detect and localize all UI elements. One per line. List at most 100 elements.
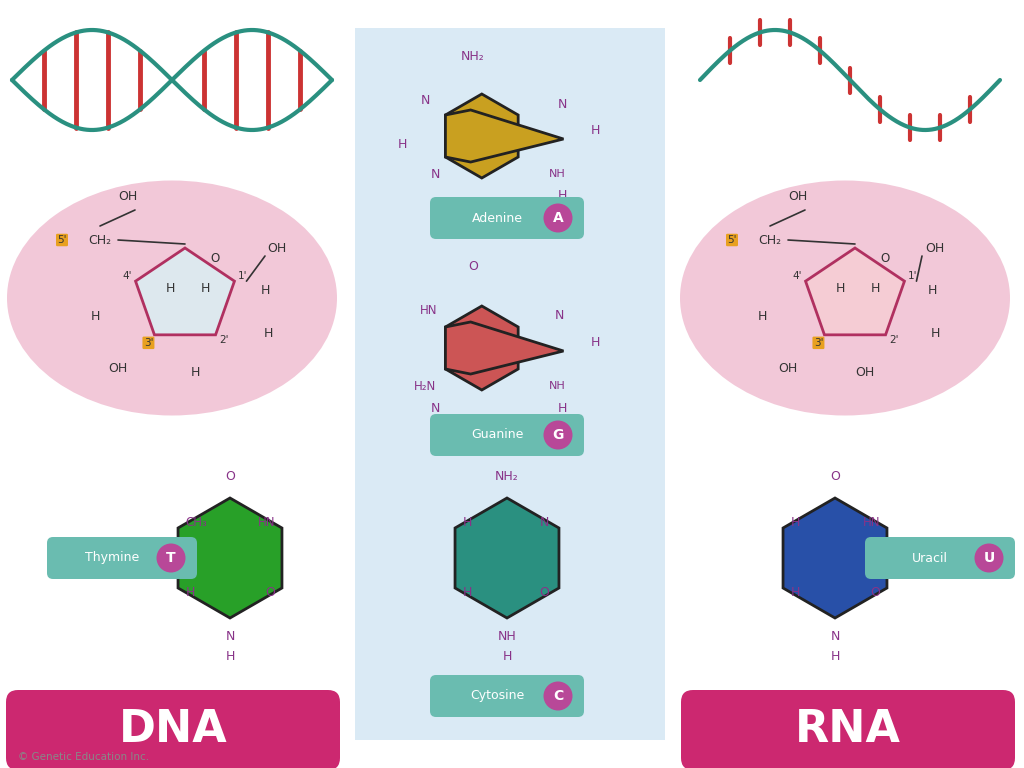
- Text: N: N: [225, 630, 234, 643]
- Text: OH: OH: [855, 366, 874, 379]
- Ellipse shape: [680, 180, 1010, 415]
- Circle shape: [544, 204, 572, 233]
- Text: H: H: [830, 650, 840, 663]
- Text: H: H: [870, 282, 880, 294]
- Text: H: H: [463, 587, 472, 600]
- Text: NH: NH: [549, 381, 565, 391]
- Text: DNA: DNA: [119, 709, 227, 752]
- Text: 2': 2': [219, 335, 228, 345]
- Text: N: N: [430, 167, 439, 180]
- Text: H: H: [928, 283, 937, 296]
- Text: H: H: [463, 517, 472, 529]
- Circle shape: [975, 544, 1004, 572]
- Text: OH: OH: [119, 190, 137, 203]
- Text: CH₂: CH₂: [88, 233, 112, 247]
- Polygon shape: [806, 248, 904, 335]
- Text: H: H: [590, 124, 600, 137]
- Text: OH: OH: [788, 190, 808, 203]
- Text: H: H: [201, 282, 210, 294]
- Text: 4': 4': [793, 271, 802, 281]
- Text: H: H: [190, 366, 200, 379]
- Circle shape: [544, 421, 572, 449]
- Text: 1': 1': [238, 271, 247, 281]
- Text: H: H: [165, 282, 175, 294]
- Text: H: H: [90, 310, 99, 323]
- Text: O: O: [265, 587, 274, 600]
- Text: H: H: [758, 310, 767, 323]
- Ellipse shape: [7, 180, 337, 415]
- Text: N: N: [557, 98, 566, 111]
- FancyBboxPatch shape: [430, 675, 584, 717]
- Text: H: H: [557, 402, 566, 415]
- FancyBboxPatch shape: [430, 197, 584, 239]
- Text: HN: HN: [863, 517, 881, 529]
- Polygon shape: [445, 94, 518, 178]
- Text: H: H: [791, 587, 800, 600]
- Text: H: H: [397, 137, 407, 151]
- Text: O: O: [539, 587, 549, 600]
- Text: OH: OH: [267, 241, 287, 254]
- Text: N: N: [830, 630, 840, 643]
- Text: NH: NH: [498, 630, 516, 643]
- Circle shape: [157, 544, 185, 572]
- Text: OH: OH: [926, 241, 944, 254]
- Text: H: H: [931, 326, 940, 339]
- Text: T: T: [166, 551, 176, 565]
- Text: O: O: [210, 252, 219, 265]
- Text: Thymine: Thymine: [85, 551, 139, 564]
- Text: 3': 3': [143, 338, 154, 348]
- Polygon shape: [455, 498, 559, 618]
- Text: N: N: [420, 94, 430, 108]
- Text: Cytosine: Cytosine: [470, 690, 524, 703]
- Text: G: G: [552, 428, 563, 442]
- Circle shape: [544, 681, 572, 710]
- Text: N: N: [554, 310, 563, 323]
- Text: NH: NH: [549, 169, 565, 179]
- Text: NH₂: NH₂: [496, 469, 519, 482]
- Text: CH₃: CH₃: [185, 517, 207, 529]
- Text: RNA: RNA: [795, 709, 901, 752]
- Text: H: H: [503, 650, 512, 663]
- Text: C: C: [553, 689, 563, 703]
- Text: HN: HN: [420, 303, 437, 316]
- Polygon shape: [135, 248, 234, 335]
- FancyBboxPatch shape: [681, 690, 1015, 768]
- Text: N: N: [430, 402, 439, 415]
- Text: 4': 4': [123, 271, 132, 281]
- Polygon shape: [445, 306, 518, 390]
- Text: 2': 2': [889, 335, 898, 345]
- Text: H: H: [791, 517, 800, 529]
- Text: Uracil: Uracil: [912, 551, 948, 564]
- Polygon shape: [783, 498, 887, 618]
- Text: U: U: [983, 551, 994, 565]
- Text: H: H: [590, 336, 600, 349]
- Text: © Genetic Education Inc.: © Genetic Education Inc.: [18, 752, 150, 762]
- Text: H: H: [225, 650, 234, 663]
- Text: O: O: [225, 469, 234, 482]
- Polygon shape: [445, 110, 563, 162]
- Text: 5': 5': [57, 235, 67, 245]
- Text: A: A: [553, 211, 563, 225]
- FancyBboxPatch shape: [6, 690, 340, 768]
- Text: O: O: [880, 252, 890, 265]
- Text: Guanine: Guanine: [471, 429, 523, 442]
- Text: Adenine: Adenine: [471, 211, 522, 224]
- Text: 3': 3': [814, 338, 823, 348]
- Bar: [355, 28, 665, 740]
- Polygon shape: [445, 322, 563, 374]
- Text: O: O: [870, 587, 880, 600]
- Text: CH₂: CH₂: [759, 233, 781, 247]
- Text: H: H: [836, 282, 845, 294]
- Text: 5': 5': [727, 235, 736, 245]
- Text: O: O: [468, 260, 478, 273]
- FancyBboxPatch shape: [430, 414, 584, 456]
- Text: OH: OH: [778, 362, 798, 375]
- Text: H: H: [263, 326, 272, 339]
- Text: H: H: [260, 283, 269, 296]
- Text: HN: HN: [258, 517, 275, 529]
- Text: 1': 1': [907, 271, 918, 281]
- Text: H₂N: H₂N: [414, 379, 436, 392]
- Text: N: N: [540, 517, 549, 529]
- Text: H: H: [185, 587, 195, 600]
- Text: OH: OH: [109, 362, 128, 375]
